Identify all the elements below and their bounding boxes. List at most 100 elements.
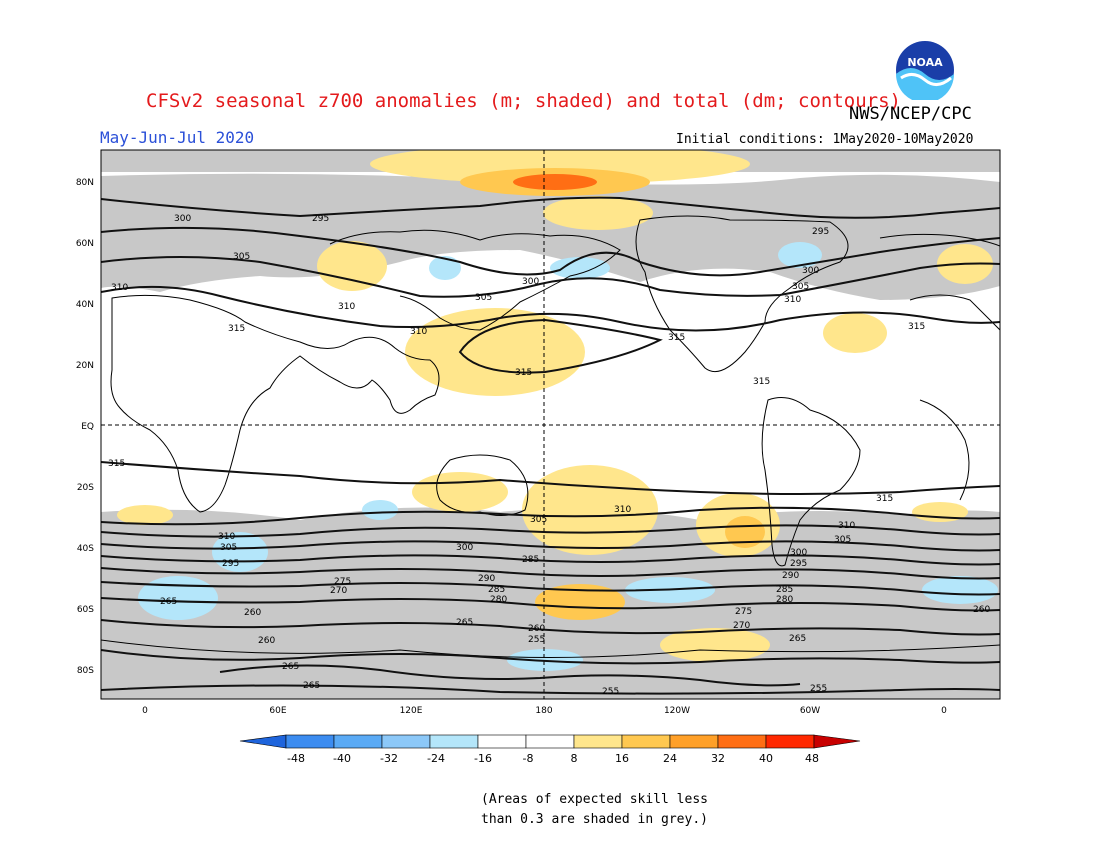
contour-label: 300 (456, 543, 473, 553)
colorbar-bin (525, 734, 575, 749)
map-title: CFSv2 seasonal z700 anomalies (m; shaded… (146, 90, 901, 112)
contour-label: 285 (488, 585, 505, 595)
colorbar-bin (717, 734, 767, 749)
contour-label: 270 (733, 621, 750, 631)
lon-tick-label: 0 (142, 706, 148, 716)
contour-label: 280 (490, 595, 507, 605)
colorbar-label: -32 (380, 752, 398, 765)
contour-label: 285 (776, 585, 793, 595)
contour-label: 315 (108, 459, 125, 469)
contour-label: 265 (303, 681, 320, 691)
skill-note-line-2: than 0.3 are shaded in grey.) (481, 812, 708, 827)
colorbar-right-arrow (813, 734, 861, 749)
contour-label: 295 (222, 559, 239, 569)
colorbar-label: -16 (474, 752, 492, 765)
lon-tick-label: 0 (941, 706, 947, 716)
contour-label: 265 (789, 634, 806, 644)
colorbar-bin (573, 734, 623, 749)
lat-tick-label: 80N (76, 178, 94, 188)
contour-label: 260 (258, 636, 275, 646)
continent-outlines (101, 215, 1000, 658)
contour-label: 255 (810, 684, 827, 694)
lat-tick-label: 40S (77, 544, 94, 554)
contour-label: 270 (330, 586, 347, 596)
contour-label: 295 (790, 559, 807, 569)
contour-label: 275 (334, 577, 351, 587)
contour-label: 300 (790, 548, 807, 558)
contour-label: 305 (220, 543, 237, 553)
contour-label: 295 (812, 227, 829, 237)
colorbar-left-arrow (239, 734, 287, 749)
contour-label: 310 (784, 295, 801, 305)
map-frame (100, 149, 1001, 700)
contour-label: 300 (802, 266, 819, 276)
contour-label: 315 (876, 494, 893, 504)
colorbar-bin (621, 734, 671, 749)
contour-label: 305 (475, 293, 492, 303)
colorbar-label: 16 (615, 752, 629, 765)
colorbar-bin (285, 734, 335, 749)
colorbar-bin (429, 734, 479, 749)
contour-label: 265 (160, 597, 177, 607)
colorbar-label: -40 (333, 752, 351, 765)
lat-tick-label: 60S (77, 605, 94, 615)
contour-label: 255 (602, 687, 619, 697)
contour-label: 310 (838, 521, 855, 531)
lon-tick-label: 120E (400, 706, 423, 716)
contour-label: 275 (735, 607, 752, 617)
contour-label: 285 (522, 555, 539, 565)
contour-label: 310 (218, 532, 235, 542)
contour-label: 260 (244, 608, 261, 618)
contour-label: 255 (528, 635, 545, 645)
contour-label: 305 (530, 515, 547, 525)
colorbar-label: 32 (711, 752, 725, 765)
colorbar-bin (669, 734, 719, 749)
colorbar-label: -24 (427, 752, 445, 765)
contour-label: 305 (233, 252, 250, 262)
contour-labels: 300 295 305 310 315 310 310 305 300 315 … (108, 214, 990, 697)
skill-note-line-1: (Areas of expected skill less (481, 792, 708, 807)
contour-label: 315 (228, 324, 245, 334)
colorbar: -48 -40 -32 -24 -16 -8 8 16 24 32 40 48 (239, 734, 861, 765)
contour-label: 300 (174, 214, 191, 224)
contour-label: 295 (312, 214, 329, 224)
colorbar-bin (381, 734, 431, 749)
contour-label: 265 (456, 618, 473, 628)
contour-label: 310 (614, 505, 631, 515)
contour-label: 305 (834, 535, 851, 545)
contour-label: 315 (753, 377, 770, 387)
contour-label: 260 (973, 605, 990, 615)
lat-tick-label: 60N (76, 239, 94, 249)
noaa-logo-icon: NOAA (896, 41, 954, 100)
lat-axis: 80N 60N 40N 20N EQ 20S 40S 60S 80S (76, 178, 94, 676)
colorbar-label: 24 (663, 752, 677, 765)
lon-tick-label: 60E (269, 706, 286, 716)
lon-tick-label: 120W (664, 706, 690, 716)
lat-tick-label: EQ (81, 422, 94, 432)
agency-label: NWS/NCEP/CPC (849, 104, 972, 124)
colorbar-bin (477, 734, 527, 749)
lat-tick-label: 40N (76, 300, 94, 310)
colorbar-label: -8 (523, 752, 534, 765)
contour-label: 290 (782, 571, 799, 581)
lon-tick-label: 180 (535, 706, 552, 716)
contour-label: 315 (515, 368, 532, 378)
colorbar-label: 8 (571, 752, 578, 765)
contour-label: 305 (792, 282, 809, 292)
reference-lines (101, 150, 1000, 699)
contour-label: 315 (908, 322, 925, 332)
colorbar-label: -48 (287, 752, 305, 765)
contour-label: 310 (410, 327, 427, 337)
contour-label: 265 (282, 662, 299, 672)
contour-label: 280 (776, 595, 793, 605)
map-body (101, 150, 1000, 699)
colorbar-label: 40 (759, 752, 773, 765)
initial-conditions-label: Initial conditions: 1May2020-10May2020 (676, 132, 974, 147)
colorbar-label: 48 (805, 752, 819, 765)
lon-axis: 0 60E 120E 180 120W 60W 0 (142, 706, 947, 716)
colorbar-bin (765, 734, 815, 749)
contour-label: 300 (522, 277, 539, 287)
season-label: May-Jun-Jul 2020 (100, 128, 255, 147)
contour-label: 310 (338, 302, 355, 312)
